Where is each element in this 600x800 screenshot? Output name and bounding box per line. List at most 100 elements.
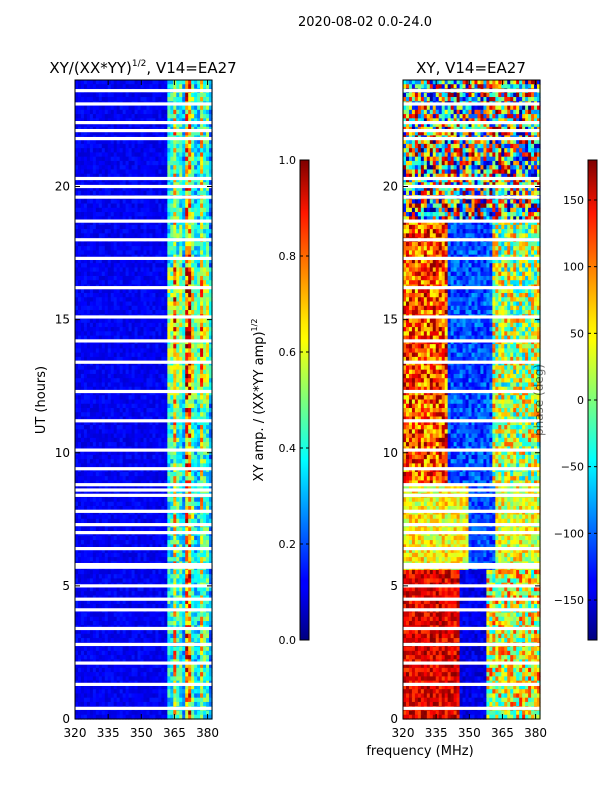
heatmap-cell [170, 408, 174, 413]
heatmap-cell [116, 331, 121, 337]
heatmap-cell [197, 497, 201, 503]
heatmap-cell [176, 203, 180, 209]
heatmap-cell [158, 335, 162, 341]
heatmap-cell [209, 169, 213, 175]
heatmap-cell [89, 365, 94, 371]
heatmap-cell [179, 527, 183, 533]
heatmap-cell [194, 408, 198, 413]
heatmap-cell [104, 463, 109, 469]
heatmap-cell [116, 173, 121, 179]
heatmap-cell [107, 433, 112, 439]
heatmap-cell [80, 514, 85, 520]
heatmap-cell [77, 399, 82, 405]
heatmap-cell [89, 352, 94, 358]
heatmap-cell [182, 454, 186, 460]
heatmap-cell [155, 535, 159, 541]
heatmap-cell [173, 344, 177, 349]
heatmap-cell [137, 156, 142, 162]
heatmap-cell [122, 335, 127, 341]
heatmap-cell [188, 480, 192, 486]
heatmap-cell [125, 365, 130, 371]
heatmap-cell [206, 518, 210, 524]
heatmap-cell [131, 216, 136, 222]
heatmap-cell [206, 480, 210, 486]
heatmap-cell [92, 540, 97, 545]
heatmap-cell [182, 190, 186, 196]
heatmap-cell [134, 182, 139, 188]
heatmap-cell [107, 80, 112, 85]
heatmap-cell [176, 518, 180, 524]
heatmap-cell [140, 305, 145, 311]
heatmap-cell [140, 169, 145, 175]
heatmap-cell [197, 293, 201, 298]
heatmap-cell [146, 139, 151, 145]
heatmap-cell [146, 497, 151, 503]
heatmap-cell [164, 190, 168, 196]
heatmap-cell [98, 514, 103, 520]
heatmap-cell [86, 429, 91, 435]
heatmap-cell [176, 420, 180, 426]
heatmap-cell [122, 301, 127, 307]
heatmap-cell [146, 233, 151, 239]
heatmap-cell [122, 203, 127, 209]
heatmap-cell [179, 459, 183, 464]
heatmap-cell [200, 288, 204, 294]
heatmap-cell [110, 331, 115, 337]
heatmap-cell [134, 373, 139, 379]
heatmap-cell [119, 280, 124, 286]
heatmap-cell [107, 92, 112, 98]
heatmap-cell [101, 118, 106, 124]
heatmap-cell [185, 258, 189, 264]
heatmap-cell [200, 327, 204, 332]
heatmap-cell [128, 416, 133, 422]
heatmap-cell [182, 156, 186, 162]
heatmap-cell [83, 92, 88, 98]
heatmap-cell [149, 459, 154, 464]
heatmap-cell [173, 250, 177, 256]
heatmap-cell [98, 203, 103, 209]
heatmap-cell [137, 450, 142, 456]
heatmap-cell [75, 84, 79, 90]
heatmap-cell [152, 271, 157, 277]
heatmap-cell [206, 390, 210, 396]
heatmap-cell [104, 527, 109, 533]
heatmap-cell [110, 335, 115, 341]
heatmap-cell [119, 182, 124, 188]
heatmap-cell [134, 527, 139, 533]
heatmap-cell [89, 501, 94, 507]
heatmap-cell [191, 305, 195, 311]
heatmap-cell [134, 216, 139, 222]
heatmap-cell [203, 207, 207, 213]
heatmap-cell [179, 160, 183, 166]
heatmap-cell [125, 288, 130, 294]
heatmap-cell [194, 177, 198, 183]
heatmap-cell [98, 335, 103, 341]
heatmap-cell [143, 497, 148, 503]
heatmap-cell [155, 216, 159, 222]
heatmap-cell [113, 160, 118, 166]
heatmap-cell [119, 271, 124, 277]
heatmap-cell [167, 109, 171, 115]
heatmap-cell [125, 331, 130, 337]
heatmap-cell [80, 322, 85, 328]
heatmap-cell [125, 476, 130, 482]
heatmap-cell [179, 399, 183, 405]
heatmap-cell [206, 514, 210, 520]
heatmap-cell [137, 416, 142, 422]
heatmap-cell [119, 310, 124, 315]
heatmap-cell [173, 450, 177, 456]
heatmap-cell [209, 518, 213, 524]
heatmap-cell [92, 139, 97, 145]
heatmap-cell [80, 310, 85, 315]
heatmap-cell [77, 390, 82, 396]
heatmap-cell [200, 459, 204, 464]
heatmap-cell [75, 233, 79, 239]
heatmap-cell [140, 527, 145, 533]
heatmap-cell [197, 229, 201, 234]
heatmap-cell [86, 365, 91, 371]
heatmap-cell [131, 97, 136, 102]
heatmap-cell [191, 301, 195, 307]
heatmap-cell [143, 131, 148, 136]
heatmap-cell [104, 293, 109, 298]
heatmap-cell [197, 535, 201, 541]
